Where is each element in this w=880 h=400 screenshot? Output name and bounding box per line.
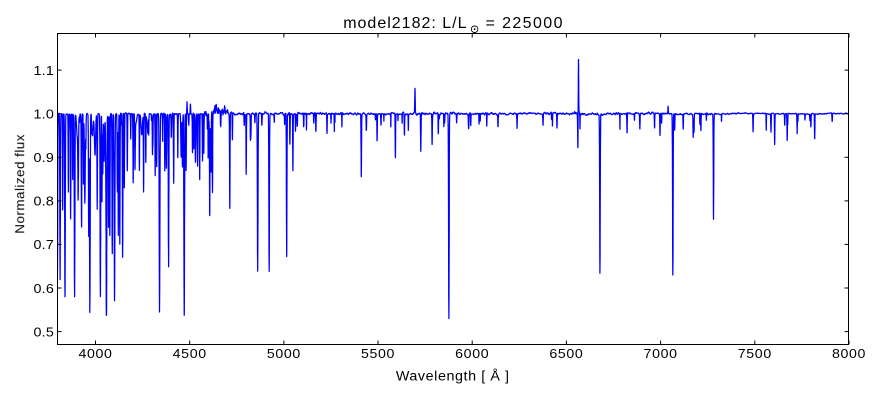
svg-text:6500: 6500 (549, 347, 583, 361)
svg-text:5000: 5000 (267, 347, 301, 361)
svg-text:6000: 6000 (455, 347, 489, 361)
svg-text:8000: 8000 (832, 347, 866, 361)
svg-text:0.9: 0.9 (33, 151, 54, 165)
svg-text:Normalized flux: Normalized flux (12, 134, 27, 234)
svg-text:model2182: L/L: model2182: L/L (343, 15, 467, 32)
svg-text:7500: 7500 (738, 347, 772, 361)
svg-text:0.8: 0.8 (33, 194, 54, 208)
svg-text:5500: 5500 (361, 347, 395, 361)
svg-text:4500: 4500 (173, 347, 207, 361)
svg-text:= 225000: = 225000 (486, 15, 564, 32)
svg-text:1.1: 1.1 (33, 63, 54, 77)
svg-text:Wavelength [ Å ]: Wavelength [ Å ] (396, 368, 510, 384)
svg-text:1.0: 1.0 (33, 107, 54, 121)
svg-text:0.7: 0.7 (33, 238, 54, 252)
svg-text:0.6: 0.6 (33, 281, 54, 295)
svg-text:0.5: 0.5 (33, 325, 54, 339)
svg-text:7000: 7000 (644, 347, 678, 361)
svg-text:4000: 4000 (78, 347, 112, 361)
